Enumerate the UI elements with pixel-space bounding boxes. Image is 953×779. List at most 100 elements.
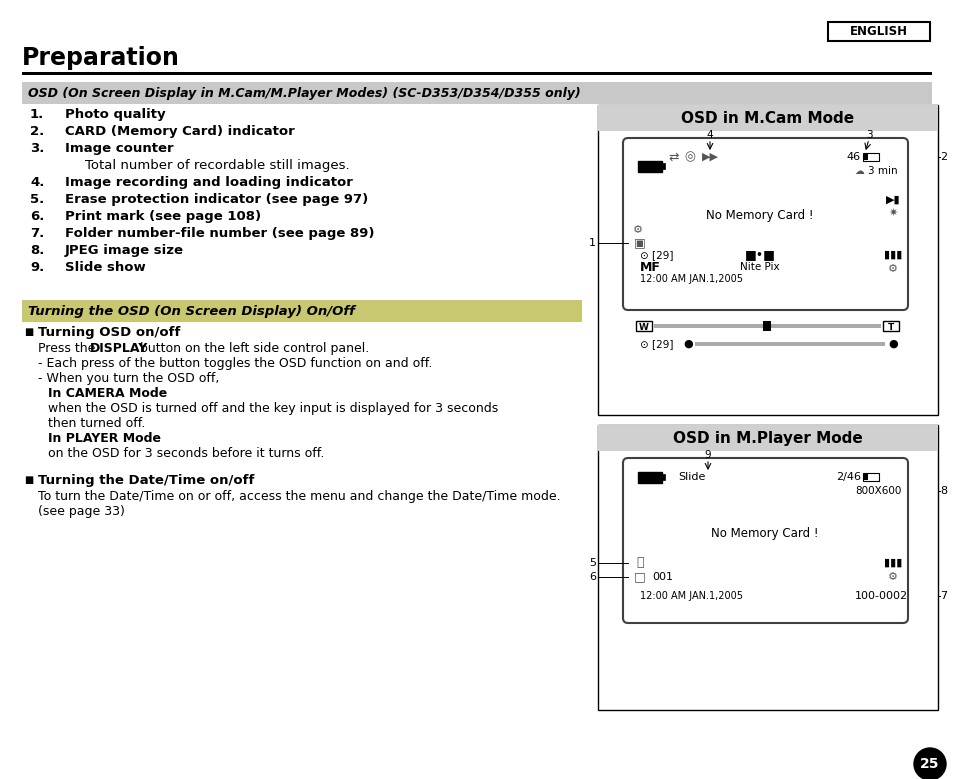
- Text: W: W: [639, 323, 648, 332]
- Bar: [862, 473, 878, 481]
- FancyBboxPatch shape: [622, 138, 907, 310]
- Text: No Memory Card !: No Memory Card !: [711, 527, 818, 540]
- Text: Folder number-file number (see page 89): Folder number-file number (see page 89): [65, 227, 375, 239]
- Text: ■•■: ■•■: [743, 249, 775, 262]
- Bar: [636, 321, 651, 331]
- Text: 6.: 6.: [30, 210, 45, 223]
- Text: Print mark (see page 108): Print mark (see page 108): [65, 210, 261, 223]
- Text: ▮▮▮: ▮▮▮: [882, 250, 902, 260]
- Bar: [638, 472, 661, 483]
- Text: ◎: ◎: [684, 150, 695, 164]
- Text: 3 min: 3 min: [867, 166, 897, 176]
- Text: ⚙: ⚙: [887, 264, 897, 274]
- Bar: [882, 321, 898, 331]
- Circle shape: [913, 748, 945, 779]
- Bar: [22, 300, 581, 322]
- Bar: [22, 72, 931, 75]
- Text: Preparation: Preparation: [22, 46, 180, 70]
- Text: Slide: Slide: [678, 472, 704, 482]
- Text: (see page 33): (see page 33): [38, 505, 125, 517]
- Text: on the OSD for 3 seconds before it turns off.: on the OSD for 3 seconds before it turns…: [48, 446, 324, 460]
- Text: OSD in M.Player Mode: OSD in M.Player Mode: [673, 431, 862, 446]
- Bar: [827, 22, 929, 41]
- Text: ▶▮: ▶▮: [884, 195, 900, 205]
- Text: - When you turn the OSD off,: - When you turn the OSD off,: [38, 372, 219, 385]
- Bar: [598, 425, 937, 451]
- Bar: [695, 342, 884, 346]
- Bar: [22, 82, 931, 104]
- Text: 1: 1: [588, 238, 596, 248]
- Text: 4.: 4.: [30, 175, 45, 189]
- Text: Erase protection indicator (see page 97): Erase protection indicator (see page 97): [65, 192, 368, 206]
- Text: Press the: Press the: [38, 341, 99, 354]
- Bar: [598, 425, 937, 710]
- Text: when the OSD is turned off and the key input is displayed for 3 seconds: when the OSD is turned off and the key i…: [48, 401, 497, 414]
- FancyBboxPatch shape: [622, 458, 907, 623]
- Text: ⇄: ⇄: [668, 150, 679, 164]
- Text: ENGLISH: ENGLISH: [849, 25, 907, 38]
- Text: ⚙: ⚙: [887, 572, 897, 582]
- Text: Slide show: Slide show: [65, 260, 146, 273]
- Text: 8: 8: [939, 486, 946, 496]
- Text: No Memory Card !: No Memory Card !: [705, 209, 813, 221]
- Text: 800X600: 800X600: [854, 486, 901, 496]
- Text: T: T: [887, 323, 893, 332]
- Bar: [598, 105, 937, 415]
- Text: - Each press of the button toggles the OSD function on and off.: - Each press of the button toggles the O…: [38, 357, 432, 369]
- Bar: [661, 163, 664, 169]
- Text: ⓘ: ⓘ: [636, 556, 643, 569]
- Text: Turning the OSD (On Screen Display) On/Off: Turning the OSD (On Screen Display) On/O…: [28, 305, 355, 318]
- Text: 5.: 5.: [30, 192, 44, 206]
- Text: In CAMERA Mode: In CAMERA Mode: [48, 386, 167, 400]
- Text: ▮▮▮: ▮▮▮: [882, 558, 902, 568]
- Text: 001: 001: [651, 572, 672, 582]
- Text: OSD in M.Cam Mode: OSD in M.Cam Mode: [680, 111, 854, 125]
- Text: To turn the Date/Time on or off, access the menu and change the Date/Time mode.: To turn the Date/Time on or off, access …: [38, 489, 560, 502]
- Text: ▶▶: ▶▶: [700, 152, 718, 162]
- Text: 4: 4: [706, 130, 713, 140]
- Text: 3.: 3.: [30, 142, 45, 154]
- Text: ⊙ [29]: ⊙ [29]: [639, 250, 673, 260]
- Text: OSD (On Screen Display in M.Cam/M.Player Modes) (SC-D353/D354/D355 only): OSD (On Screen Display in M.Cam/M.Player…: [28, 86, 580, 100]
- Text: Turning the Date/Time on/off: Turning the Date/Time on/off: [38, 474, 254, 487]
- Text: 2.: 2.: [30, 125, 44, 138]
- Bar: [863, 474, 867, 480]
- Text: 2/46: 2/46: [835, 472, 861, 482]
- Bar: [598, 105, 937, 131]
- Bar: [762, 321, 770, 331]
- Bar: [862, 153, 878, 161]
- Text: 100-0002: 100-0002: [854, 591, 906, 601]
- Text: ⊙ [29]: ⊙ [29]: [639, 339, 673, 349]
- Text: Image counter: Image counter: [65, 142, 173, 154]
- Text: □: □: [634, 570, 645, 583]
- Text: then turned off.: then turned off.: [48, 417, 145, 429]
- Text: 12:00 AM JAN.1,2005: 12:00 AM JAN.1,2005: [639, 274, 742, 284]
- Text: DISPLAY: DISPLAY: [90, 341, 148, 354]
- Text: Turning OSD on/off: Turning OSD on/off: [38, 326, 180, 339]
- Text: 6: 6: [588, 572, 596, 582]
- Text: Image recording and loading indicator: Image recording and loading indicator: [65, 175, 353, 189]
- Text: Photo quality: Photo quality: [65, 108, 166, 121]
- Text: 3: 3: [864, 130, 871, 140]
- Text: ■: ■: [24, 475, 33, 485]
- Text: ●: ●: [682, 339, 692, 349]
- Text: Total number of recordable still images.: Total number of recordable still images.: [85, 158, 349, 171]
- Text: ●: ●: [887, 339, 897, 349]
- Bar: [863, 154, 867, 160]
- Bar: [661, 474, 664, 480]
- Text: 9: 9: [704, 450, 711, 460]
- Text: In PLAYER Mode: In PLAYER Mode: [48, 432, 161, 445]
- Text: 46: 46: [846, 152, 861, 162]
- Text: CARD (Memory Card) indicator: CARD (Memory Card) indicator: [65, 125, 294, 138]
- Bar: [638, 161, 661, 172]
- Text: 2: 2: [939, 152, 946, 162]
- Text: 1.: 1.: [30, 108, 44, 121]
- Text: ✷: ✷: [887, 208, 897, 218]
- Text: Nite Pix: Nite Pix: [740, 262, 779, 272]
- Text: 8.: 8.: [30, 244, 45, 256]
- Text: ⚙: ⚙: [633, 225, 642, 235]
- Text: 25: 25: [920, 757, 939, 771]
- Text: ■: ■: [24, 327, 33, 337]
- Bar: [654, 324, 880, 328]
- Text: button on the left side control panel.: button on the left side control panel.: [136, 341, 369, 354]
